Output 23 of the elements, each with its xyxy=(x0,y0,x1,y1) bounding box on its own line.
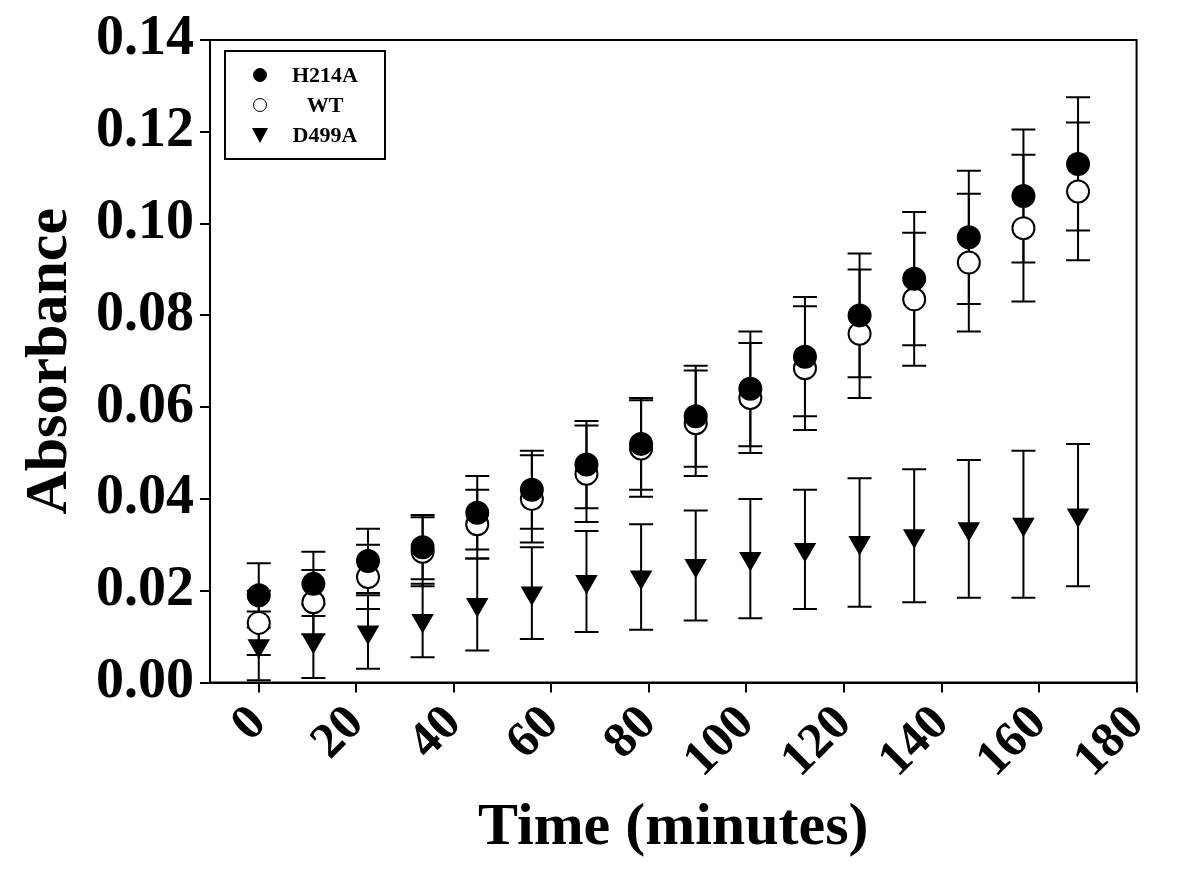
x-tick-label: 120 xyxy=(768,693,861,786)
x-tick-label: 80 xyxy=(590,693,666,769)
x-tick-label: 160 xyxy=(963,693,1056,786)
legend-label: WT xyxy=(305,92,345,118)
x-tick-label: 140 xyxy=(865,693,959,786)
x-tick-label: 40 xyxy=(395,693,471,769)
y-tick-label: 0.06 xyxy=(96,371,194,434)
x-tick-label: 60 xyxy=(493,693,569,769)
y-tick-label: 0.00 xyxy=(96,647,194,710)
x-tick-label: 20 xyxy=(298,693,374,769)
legend-label: H214A xyxy=(291,62,359,88)
x-tick-label: 100 xyxy=(670,693,764,786)
x-tick-label: 0 xyxy=(218,693,276,751)
y-axis-title: Absorbance xyxy=(12,207,79,515)
y-tick-label: 0.12 xyxy=(96,96,194,159)
y-tick-label: 0.04 xyxy=(96,463,194,526)
y-tick-label: 0.08 xyxy=(96,279,194,342)
x-tick-label: 180 xyxy=(1060,693,1154,786)
x-axis-title: Time (minutes) xyxy=(478,790,869,857)
legend-label: D499A xyxy=(291,122,359,148)
y-tick-label: 0.10 xyxy=(96,188,194,251)
y-tick-label: 0.02 xyxy=(96,555,194,618)
y-tick-label: 0.14 xyxy=(96,4,194,67)
